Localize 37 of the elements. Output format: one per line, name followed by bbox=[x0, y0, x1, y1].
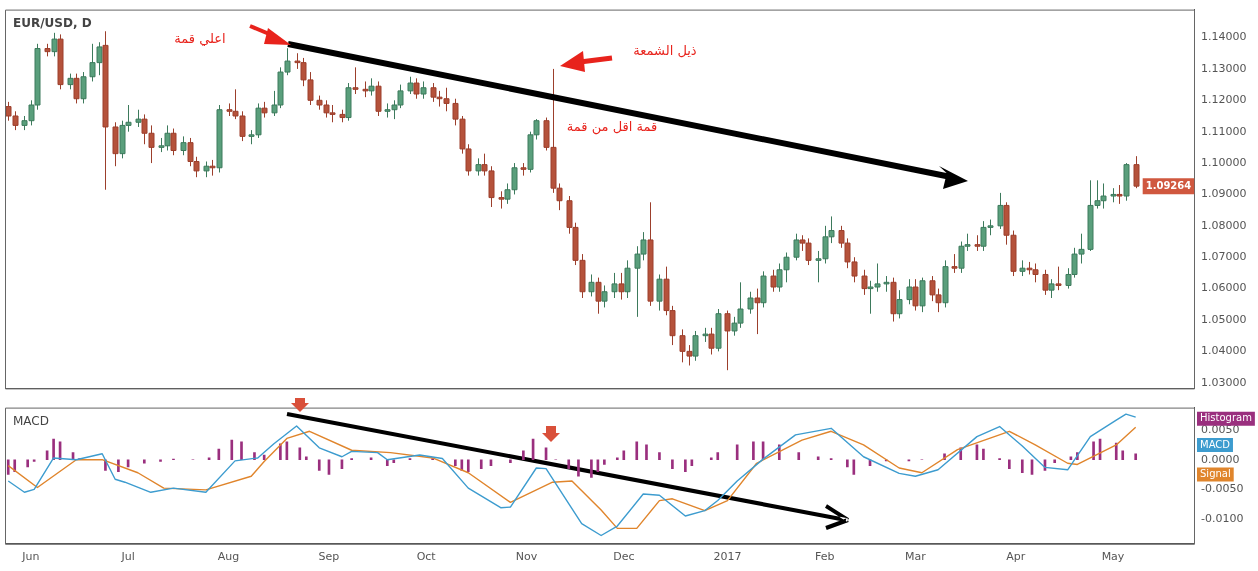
y-tick-label: 1.06000 bbox=[1201, 281, 1247, 295]
annotation: قمة اقل من قمة bbox=[566, 119, 658, 136]
y-tick-label: -0.0050 bbox=[1201, 482, 1244, 496]
x-tick-label: Jun bbox=[21, 550, 40, 564]
y-tick-label: 1.14000 bbox=[1201, 30, 1247, 44]
annotation: 1.09264 bbox=[1145, 179, 1192, 191]
x-tick-label: Dec bbox=[613, 550, 635, 564]
x-tick-label: Sep bbox=[318, 550, 340, 564]
annotation: ذيل الشمعة bbox=[633, 43, 697, 59]
y-tick-label: 1.10000 bbox=[1201, 155, 1247, 169]
y-tick-label: 1.03000 bbox=[1201, 375, 1247, 389]
text: EUR/USD, D bbox=[13, 15, 92, 30]
text: Signal bbox=[1200, 468, 1231, 480]
y-tick-label: 1.07000 bbox=[1201, 250, 1247, 264]
y-tick-label: 1.13000 bbox=[1201, 61, 1247, 75]
y-tick-label: 1.05000 bbox=[1201, 312, 1247, 326]
x-tick-label: Jul bbox=[120, 550, 135, 564]
y-tick-label: 0.0050 bbox=[1201, 422, 1240, 436]
text: Histogram bbox=[1200, 412, 1252, 424]
x-tick-label: 2017 bbox=[713, 550, 742, 564]
y-tick-label: 1.09000 bbox=[1201, 187, 1247, 201]
x-tick-label: Mar bbox=[905, 550, 927, 564]
y-tick-label: 1.08000 bbox=[1201, 218, 1247, 232]
y-tick-label: 0.0000 bbox=[1201, 452, 1240, 466]
y-tick-label: -0.0100 bbox=[1201, 511, 1244, 525]
x-tick-label: Feb bbox=[814, 550, 835, 564]
x-tick-label: Aug bbox=[217, 550, 240, 564]
x-tick-label: Nov bbox=[515, 550, 538, 564]
x-tick-label: May bbox=[1101, 550, 1125, 564]
y-tick-label: 1.11000 bbox=[1201, 124, 1247, 138]
text: MACD bbox=[1200, 438, 1231, 450]
y-tick-label: 1.12000 bbox=[1201, 93, 1247, 107]
x-tick-label: Apr bbox=[1006, 550, 1026, 564]
y-tick-label: 1.04000 bbox=[1201, 344, 1247, 358]
x-tick-label: Oct bbox=[416, 550, 437, 564]
text: MACD bbox=[13, 413, 49, 428]
annotation: اعلي قمة bbox=[174, 31, 226, 47]
